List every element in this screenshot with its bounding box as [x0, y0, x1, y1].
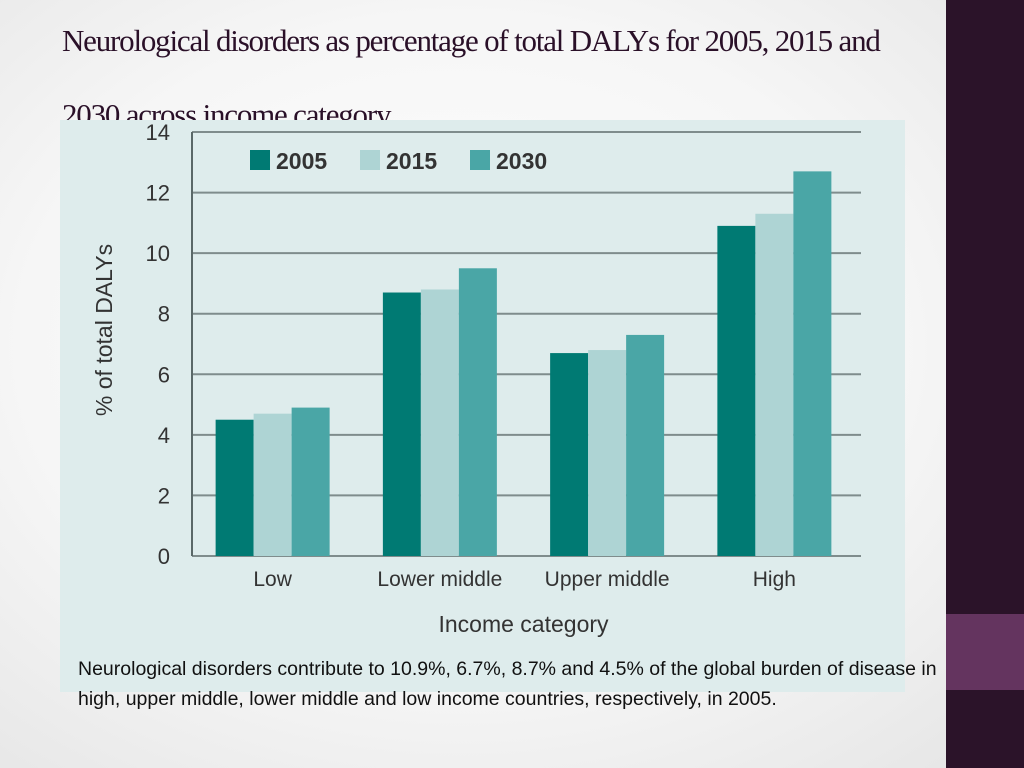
- bar-2005: [717, 225, 756, 556]
- bar-2015: [420, 289, 459, 556]
- y-tick-label: 4: [158, 423, 170, 448]
- legend-label: 2015: [386, 148, 437, 174]
- bar-2030: [458, 268, 497, 556]
- bar-2015: [755, 213, 794, 556]
- y-tick-label: 12: [146, 181, 170, 206]
- legend-swatch-2030: [470, 150, 490, 170]
- y-tick-label: 6: [158, 362, 170, 387]
- x-tick-label: Lower middle: [377, 568, 502, 591]
- chart-caption: Neurological disorders contribute to 10.…: [78, 658, 937, 710]
- bar-2015: [253, 413, 292, 556]
- y-tick-label: 2: [158, 483, 170, 508]
- legend-label: 2030: [496, 148, 547, 174]
- x-tick-label: Upper middle: [545, 568, 670, 591]
- legend-label: 2005: [276, 148, 327, 174]
- y-axis-label: % of total DALYs: [91, 244, 117, 416]
- sidebar-accent: [946, 614, 1024, 690]
- bar-chart: 0 2 4 6 8 10 12 14 Low Lower middle Upper middle Hi…: [91, 120, 861, 637]
- y-tick-label: 0: [158, 544, 170, 569]
- slide-title: Neurological disorders as percentage of …: [62, 23, 881, 132]
- y-tick-label: 10: [146, 241, 170, 266]
- bar-2005: [215, 419, 254, 556]
- bar-2005: [382, 292, 421, 556]
- legend-swatch-2005: [250, 150, 270, 170]
- x-axis-label: Income category: [438, 611, 609, 637]
- bar-2030: [291, 407, 330, 556]
- bar-2005: [550, 353, 589, 556]
- bar-2030: [626, 334, 665, 556]
- legend-swatch-2015: [360, 150, 380, 170]
- x-tick-label: High: [753, 568, 796, 591]
- y-tick-label: 14: [146, 120, 170, 145]
- bar-2015: [588, 350, 627, 556]
- bar-2030: [793, 171, 832, 556]
- y-tick-label: 8: [158, 302, 170, 327]
- x-tick-label: Low: [253, 568, 292, 591]
